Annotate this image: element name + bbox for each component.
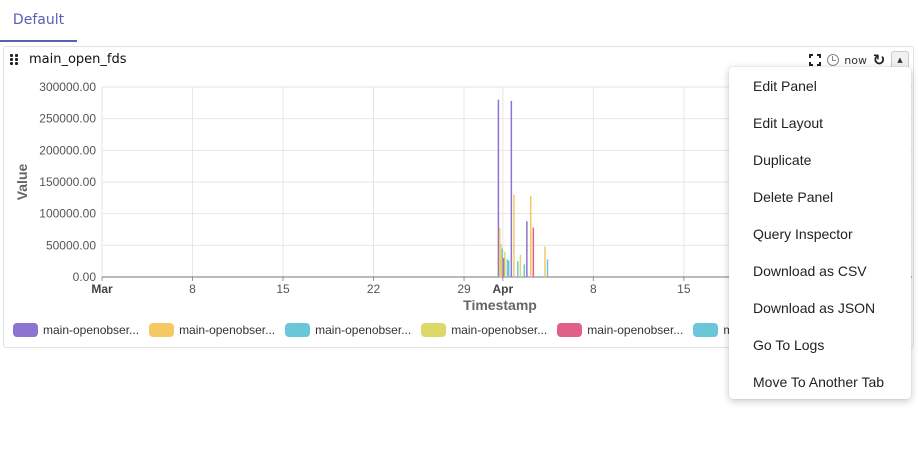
x-tick-label: Apr	[492, 282, 513, 296]
bar	[544, 246, 546, 277]
legend-swatch	[693, 323, 719, 337]
bar	[546, 259, 549, 277]
panel-menu-button[interactable]: ▲	[891, 51, 909, 69]
y-tick-label: 300000.00	[39, 80, 96, 94]
bar	[497, 99, 500, 278]
x-tick-label: Mar	[91, 282, 113, 296]
x-tick-label: 8	[189, 282, 196, 296]
legend-label: main-openobser...	[179, 323, 276, 337]
y-axis-label: Value	[14, 164, 30, 201]
panel-dropdown-menu: Edit Panel Edit Layout Duplicate Delete Pan…	[729, 67, 911, 399]
dashboard-tabs: Default	[0, 0, 918, 42]
y-tick-label: 200000.00	[39, 143, 96, 157]
y-tick-label: 250000.00	[39, 112, 96, 126]
legend-label: main-openobser...	[315, 323, 412, 337]
caret-up-icon: ▲	[897, 56, 903, 64]
y-tick-label: 150000.00	[39, 175, 96, 189]
legend-swatch	[421, 323, 447, 337]
panel-header-actions: now ↻ ▲	[808, 51, 909, 69]
bar	[502, 258, 505, 277]
legend-swatch	[557, 323, 583, 337]
menu-item-query-inspector[interactable]: Query Inspector	[753, 225, 853, 242]
bar	[504, 251, 506, 277]
bar	[526, 221, 528, 277]
bar	[513, 194, 515, 277]
bar	[510, 100, 513, 277]
y-tick-label: 50000.00	[46, 238, 96, 252]
menu-item-duplicate[interactable]: Duplicate	[753, 151, 812, 168]
menu-item-move-to-another-tab[interactable]: Move To Another Tab	[753, 373, 885, 390]
legend-label: m	[723, 323, 733, 337]
legend-item[interactable]: main-openobser...	[557, 319, 683, 341]
legend-swatch	[13, 323, 38, 337]
bar	[523, 264, 526, 277]
bar	[498, 227, 501, 277]
legend-label: main-openobser...	[587, 323, 684, 337]
bar	[506, 259, 509, 277]
menu-item-edit-panel[interactable]: Edit Panel	[753, 77, 817, 94]
bar	[517, 261, 519, 277]
bar	[529, 195, 532, 277]
panel-header: main_open_fds now ↻ ▲	[4, 47, 913, 73]
x-axis-label: Timestamp	[463, 297, 537, 313]
bar	[501, 248, 504, 277]
clock-icon	[827, 54, 840, 66]
legend-swatch	[149, 323, 175, 337]
legend-item[interactable]: m	[693, 319, 733, 341]
legend-item[interactable]: main-openobser...	[149, 319, 275, 341]
legend-label: main-openobser...	[43, 323, 140, 337]
panel-title: main_open_fds	[29, 52, 127, 67]
tab-default[interactable]: Default	[0, 0, 77, 42]
legend-item[interactable]: main-openobser...	[13, 319, 139, 341]
x-tick-label: 15	[276, 282, 290, 296]
bar	[519, 254, 522, 277]
x-tick-label: 29	[457, 282, 471, 296]
legend-item[interactable]: main-openobser...	[421, 319, 547, 341]
bar	[532, 227, 535, 277]
refresh-icon[interactable]: ↻	[872, 51, 886, 69]
legend-swatch	[285, 323, 311, 337]
menu-item-delete-panel[interactable]: Delete Panel	[753, 188, 834, 205]
fullscreen-icon[interactable]	[808, 53, 822, 67]
legend-label: main-openobser...	[451, 323, 548, 337]
drag-handle-icon[interactable]	[10, 54, 19, 66]
chart-legend: main-openobser... main-openobser... main-o…	[13, 319, 733, 341]
x-tick-label: 8	[590, 282, 597, 296]
x-tick-label: 22	[367, 282, 381, 296]
x-tick-label: 15	[677, 282, 691, 296]
bar	[508, 260, 510, 277]
menu-item-download-as-json[interactable]: Download as JSON	[753, 299, 876, 316]
y-tick-label: 0.00	[73, 270, 97, 284]
menu-item-go-to-logs[interactable]: Go To Logs	[753, 336, 825, 353]
menu-item-download-as-csv[interactable]: Download as CSV	[753, 262, 867, 279]
menu-item-edit-layout[interactable]: Edit Layout	[753, 114, 824, 131]
bar	[500, 244, 502, 277]
time-range-label[interactable]: now	[844, 53, 867, 67]
y-tick-label: 100000.00	[39, 207, 96, 221]
legend-item[interactable]: main-openobser...	[285, 319, 411, 341]
